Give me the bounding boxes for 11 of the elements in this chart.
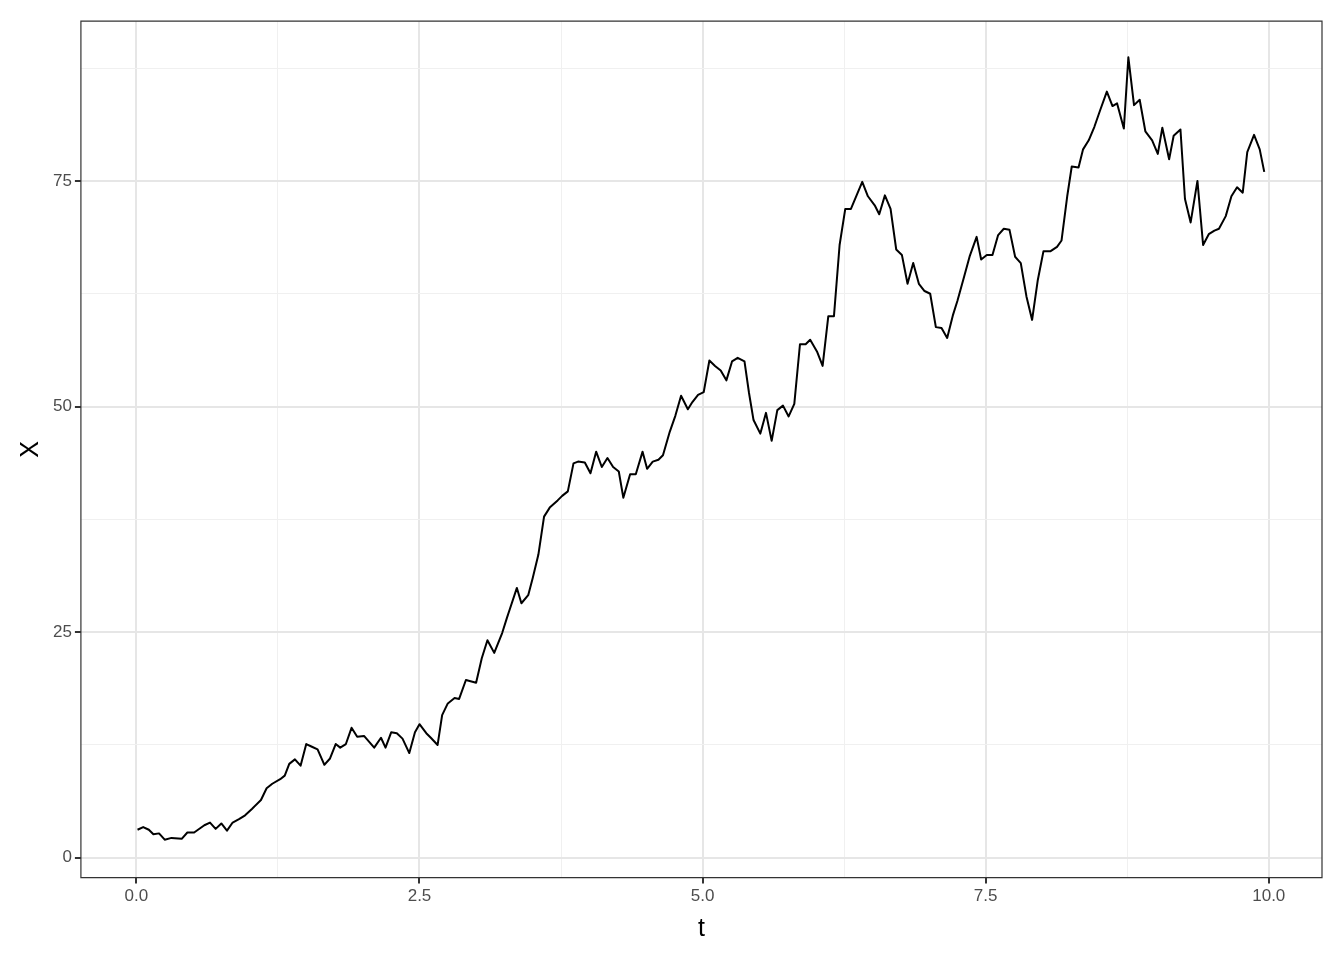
y-axis-title: X (14, 440, 43, 458)
x-tick-label: 7.5 (973, 886, 998, 906)
x-tick-label: 10.0 (1252, 886, 1286, 906)
y-tick-label: 75 (52, 170, 72, 190)
x-axis-title: t (697, 912, 705, 941)
x-tick-label: 5.0 (690, 886, 715, 906)
x-tick-label: 0.0 (124, 886, 149, 906)
x-tick-label: 2.5 (407, 886, 432, 906)
y-tick-label: 25 (52, 621, 72, 641)
y-tick-label: 0 (62, 847, 72, 867)
y-tick-label: 50 (52, 396, 72, 416)
